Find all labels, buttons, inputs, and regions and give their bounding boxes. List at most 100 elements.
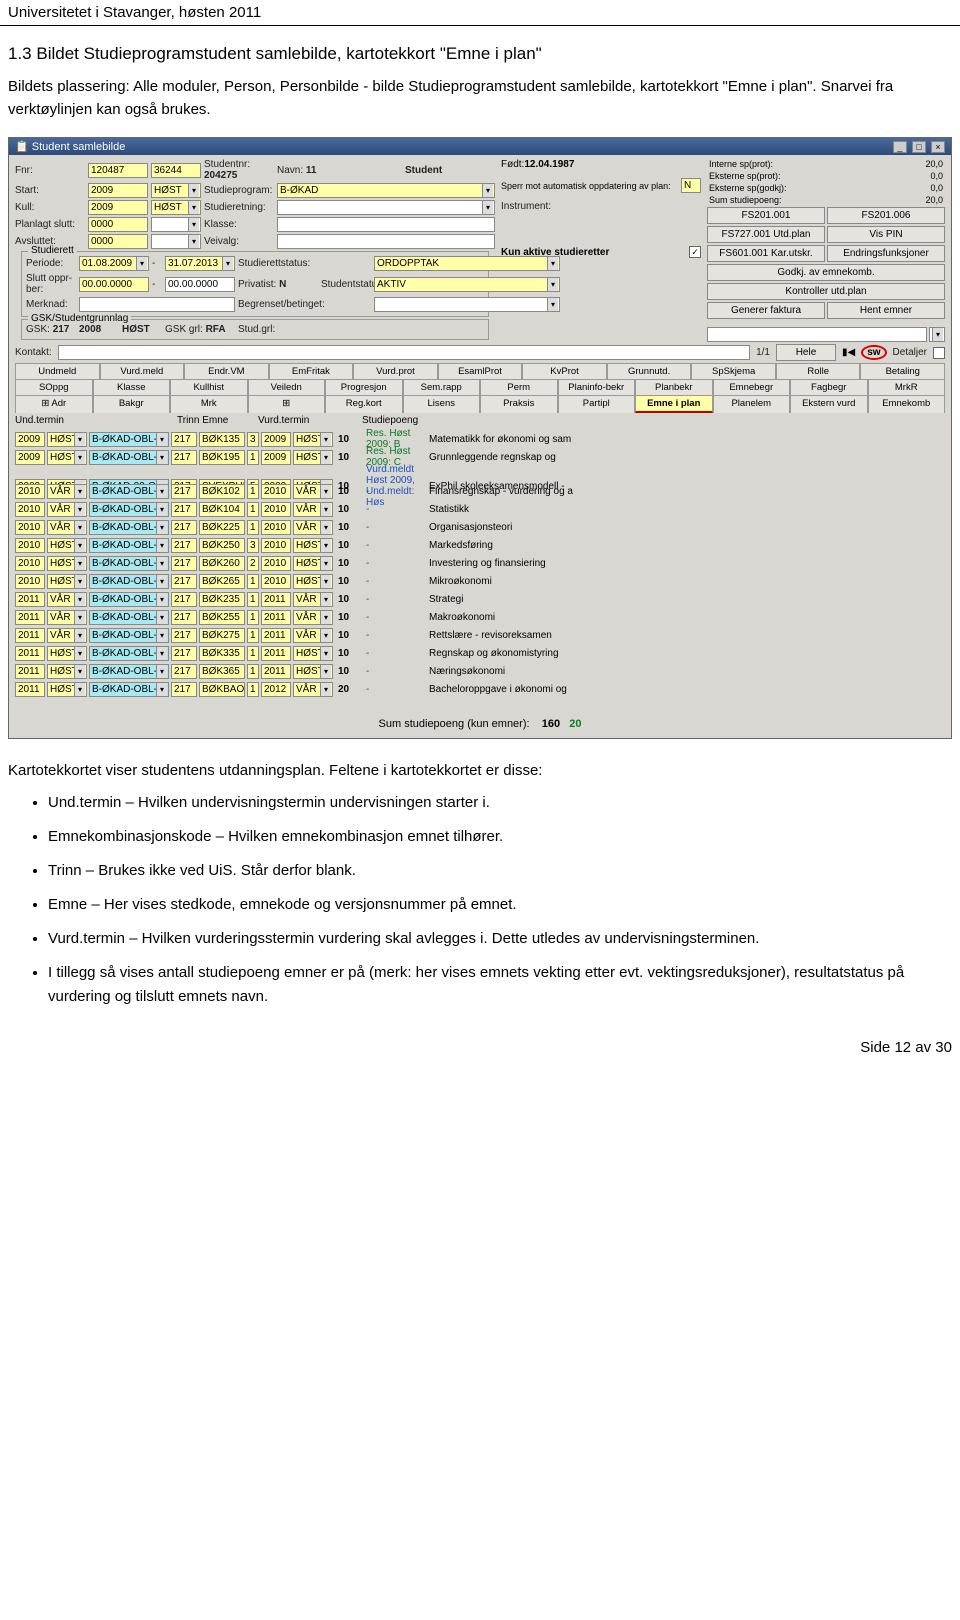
studieprogram-select[interactable]: B-ØKAD (277, 183, 495, 198)
studentstatus-select[interactable]: AKTIV (374, 277, 560, 292)
tab-betaling[interactable]: Betaling (860, 363, 945, 379)
bullet-item: Emne – Her vises stedkode, emnekode og v… (48, 893, 952, 917)
tab-bakgr[interactable]: Bakgr (93, 395, 171, 413)
nav-icon[interactable]: ▮◀ (842, 347, 855, 358)
periode-to[interactable]: 31.07.2013 (165, 256, 235, 271)
kun-aktive-checkbox[interactable]: ✓ (689, 246, 701, 258)
gsk-legend: GSK/Studentgrunnlag (28, 313, 131, 324)
vispin-button[interactable]: Vis PIN (827, 226, 945, 243)
begrenset-label: Begrenset/betinget: (238, 299, 371, 310)
tab-partipl[interactable]: Partipl (558, 395, 636, 413)
godkj-button[interactable]: Godkj. av emnekomb. (707, 264, 945, 281)
counter-label: 1/1 (756, 347, 770, 358)
search-select[interactable] (929, 327, 945, 342)
post-paragraph: Kartotekkortet viser studentens utdannin… (8, 759, 952, 783)
start-term-select[interactable]: HØST (151, 183, 201, 198)
tab--[interactable]: ⊞ (248, 395, 326, 413)
slutt-from[interactable]: 00.00.0000 (79, 277, 149, 292)
klasse-input[interactable] (277, 217, 495, 232)
navn-label: Navn: 11 (277, 165, 402, 176)
begrenset-select[interactable] (374, 297, 560, 312)
fnr2-input[interactable]: 36244 (151, 163, 201, 178)
sw-button[interactable]: sw (861, 345, 886, 360)
table-row: 2010VÅRB-ØKAD-OBL-(217BØK10412010VÅR10-S… (15, 500, 945, 518)
tab--adr[interactable]: ⊞ Adr (15, 395, 93, 413)
studieretning-select[interactable] (277, 200, 495, 215)
slutt-label: Slutt oppr-ber: (26, 273, 76, 295)
student-label: Student (405, 165, 495, 176)
kull-label: Kull: (15, 202, 85, 213)
tab-ekstern-vurd[interactable]: Ekstern vurd (790, 395, 868, 413)
tab-lisens[interactable]: Lisens (403, 395, 481, 413)
hent-button[interactable]: Hent emner (827, 302, 945, 319)
detaljer-checkbox[interactable] (933, 347, 945, 359)
tab-klasse[interactable]: Klasse (93, 379, 171, 395)
tab-soppg[interactable]: SOppg (15, 379, 93, 395)
minimize-icon[interactable]: _ (893, 141, 907, 153)
tab-reg-kort[interactable]: Reg.kort (325, 395, 403, 413)
tab-emnekomb[interactable]: Emnekomb (868, 395, 946, 413)
veivalg-label: Veivalg: (204, 236, 274, 247)
tab-emnebegr[interactable]: Emnebegr (713, 379, 791, 395)
fs201-001-button[interactable]: FS201.001 (707, 207, 825, 224)
merknad-input[interactable] (79, 297, 235, 312)
veivalg-input[interactable] (277, 234, 495, 249)
kull-term-select[interactable]: HØST (151, 200, 201, 215)
tab-spskjema[interactable]: SpSkjema (691, 363, 776, 379)
tab-grunnutd-[interactable]: Grunnutd. (607, 363, 692, 379)
instrument-label: Instrument: (501, 201, 701, 212)
klasse-label: Klasse: (204, 219, 274, 230)
fs727-button[interactable]: FS727.001 Utd.plan (707, 226, 825, 243)
tab-vurd-meld[interactable]: Vurd.meld (100, 363, 185, 379)
search-input[interactable] (707, 327, 927, 342)
tab-mrkr[interactable]: MrkR (868, 379, 946, 395)
hele-button[interactable]: Hele (776, 344, 836, 361)
tab-emne-i-plan[interactable]: Emne i plan (635, 395, 713, 413)
maximize-icon[interactable]: □ (912, 141, 926, 153)
studierett-group: Studierett Periode: 01.08.2009 - 31.07.2… (21, 251, 489, 317)
slutt-to[interactable]: 00.00.0000 (165, 277, 235, 292)
tab-fagbegr[interactable]: Fagbegr (790, 379, 868, 395)
bullet-item: I tillegg så vises antall studiepoeng em… (48, 961, 952, 1009)
close-icon[interactable]: × (931, 141, 945, 153)
kontakt-label: Kontakt: (15, 347, 52, 358)
planlagt-term-select[interactable] (151, 217, 201, 232)
avsluttet-term-select[interactable] (151, 234, 201, 249)
window-controls[interactable]: _ □ × (891, 141, 945, 153)
tab-praksis[interactable]: Praksis (480, 395, 558, 413)
tab-planelem[interactable]: Planelem (713, 395, 791, 413)
tab-endr-vm[interactable]: Endr.VM (184, 363, 269, 379)
fs201-006-button[interactable]: FS201.006 (827, 207, 945, 224)
tab-progresjon[interactable]: Progresjon (325, 379, 403, 395)
tab-mrk[interactable]: Mrk (170, 395, 248, 413)
tab-kullhist[interactable]: Kullhist (170, 379, 248, 395)
tab-undmeld[interactable]: Undmeld (15, 363, 100, 379)
tab-sem-rapp[interactable]: Sem.rapp (403, 379, 481, 395)
studieprogram-label: Studieprogram: (204, 185, 274, 196)
header-vurd-termin: Vurd.termin (258, 415, 332, 426)
fnr1-input[interactable]: 120487 (88, 163, 148, 178)
tab-planbekr[interactable]: Planbekr (635, 379, 713, 395)
kontroller-button[interactable]: Kontroller utd.plan (707, 283, 945, 300)
avsluttet-input[interactable]: 0000 (88, 234, 148, 249)
planlagt-input[interactable]: 0000 (88, 217, 148, 232)
generer-button[interactable]: Generer faktura (707, 302, 825, 319)
kull-year-input[interactable]: 2009 (88, 200, 148, 215)
tab-veiledn[interactable]: Veiledn (248, 379, 326, 395)
start-year-input[interactable]: 2009 (88, 183, 148, 198)
sperr-row: Sperr mot automatisk oppdatering av plan… (501, 178, 701, 193)
tab-vurd-prot[interactable]: Vurd.prot (353, 363, 438, 379)
studierettstatus-select[interactable]: ORDOPPTAK (374, 256, 560, 271)
tab-rolle[interactable]: Rolle (776, 363, 861, 379)
endringsfunksjoner-button[interactable]: Endringsfunksjoner (827, 245, 945, 262)
tab-emfritak[interactable]: EmFritak (269, 363, 354, 379)
kontakt-input[interactable] (58, 345, 750, 360)
tab-planinfo-bekr[interactable]: Planinfo-bekr (558, 379, 636, 395)
periode-from[interactable]: 01.08.2009 (79, 256, 149, 271)
sperr-input[interactable]: N (681, 178, 701, 193)
table-row: 2009HØSTB-ØKAD-OBL-(217BØK13532009HØST10… (15, 428, 945, 446)
tab-kvprot[interactable]: KvProt (522, 363, 607, 379)
fs601-button[interactable]: FS601.001 Kar.utskr. (707, 245, 825, 262)
tab-perm[interactable]: Perm (480, 379, 558, 395)
tab-esamlprot[interactable]: EsamlProt (438, 363, 523, 379)
